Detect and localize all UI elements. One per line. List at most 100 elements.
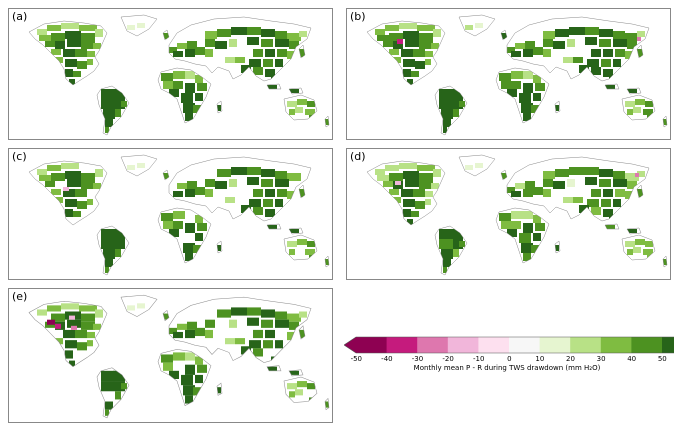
panel-label-d: (d) [350,150,366,163]
precip-cell [501,33,507,39]
precip-cell [265,189,275,197]
precip-cell [289,391,295,398]
precip-cell [267,366,277,371]
precip-cell [515,43,525,49]
coastline-northAmerica [28,301,108,368]
precip-cell [241,65,251,73]
precip-cell [87,331,95,339]
precip-cell [307,101,315,107]
precip-cell [325,119,329,125]
precip-cell [235,57,245,63]
precip-cell [183,385,195,396]
precip-cell [189,261,193,265]
precip-cell [443,259,451,267]
coastline-australia [283,234,318,261]
coastline-africa [157,67,212,124]
precip-cell [297,381,307,388]
precip-cell [115,109,121,117]
precip-cell [193,105,201,113]
precip-cell [51,33,65,41]
precip-cell [527,121,531,125]
precip-cell [523,83,533,93]
precip-cell [307,383,315,390]
precip-cell [425,191,433,197]
precip-cell [263,199,273,207]
precip-cell [585,27,599,35]
precip-cell [275,59,283,67]
coastline-eurasia [168,156,312,222]
precip-cell [185,71,195,79]
precip-cell [163,313,169,320]
precip-cell [637,49,643,57]
precip-cell [433,29,441,37]
precip-cell [511,211,523,219]
coastline-northAmerica [366,160,446,226]
precip-cell [81,321,95,330]
coastline-madagascar [554,100,561,114]
precip-cell [543,189,551,197]
precip-cell [137,163,145,168]
map-panel-e: (e) [8,288,333,423]
precip-cell [87,59,93,65]
map-panel-d: (d) [346,148,671,280]
colorbar-label: Monthly mean P - R during TWS drawdown (… [413,364,601,372]
precip-cell [385,165,399,171]
precip-cell [393,197,401,203]
precip-cell [615,49,625,57]
precip-cell [533,187,543,195]
precip-cell [289,249,295,255]
precip-cell [625,101,635,107]
coastline-northAmerica [366,20,446,86]
precip-cell [63,49,75,57]
precip-cell [37,169,47,175]
precip-cell [87,199,93,205]
coastline-nz [324,397,330,411]
deficit-cell [395,181,401,185]
precip-cell [389,33,403,41]
precip-cell [419,33,433,41]
precip-cell [591,207,601,215]
precip-cell [625,191,633,199]
coastline-southAmerica [434,225,468,276]
precip-cell [249,59,261,67]
precip-cell [627,89,637,93]
colorbar-segment [386,337,418,353]
precip-cell [459,101,465,107]
precip-cell [533,93,541,101]
precip-cell [515,183,525,189]
precip-cell [405,179,419,187]
precip-cell [579,65,589,73]
precip-cell [287,33,301,41]
coastline-southAmerica [96,85,130,136]
precip-cell [87,340,93,347]
precip-cell [161,354,173,363]
precip-cell [121,101,127,107]
precip-cell [47,305,61,312]
precip-cell [75,49,87,57]
precip-cell [523,253,531,261]
coastline-southAmerica [434,85,468,136]
coastline-africa [495,207,550,264]
coastline-eurasia [168,296,312,363]
precip-cell [217,169,231,177]
precip-cell [163,81,173,89]
precip-cell [627,181,637,189]
precip-cell [587,59,599,67]
map-panel-b: (b) [346,8,671,140]
precip-cell [507,89,517,97]
precip-cell [121,383,127,390]
precip-cell [643,109,653,115]
precip-cell [601,59,611,67]
precip-cell [77,342,87,351]
precip-cell [419,41,433,49]
coastline-australia [621,94,656,121]
precip-cell [185,395,193,404]
precip-cell [453,249,459,257]
coastline-nz [324,255,330,268]
precip-cell [377,175,389,181]
precip-cell [265,329,275,339]
precip-cell [599,39,611,47]
precip-cell [69,79,75,85]
precip-cell [253,189,263,197]
precip-cell [253,348,263,357]
